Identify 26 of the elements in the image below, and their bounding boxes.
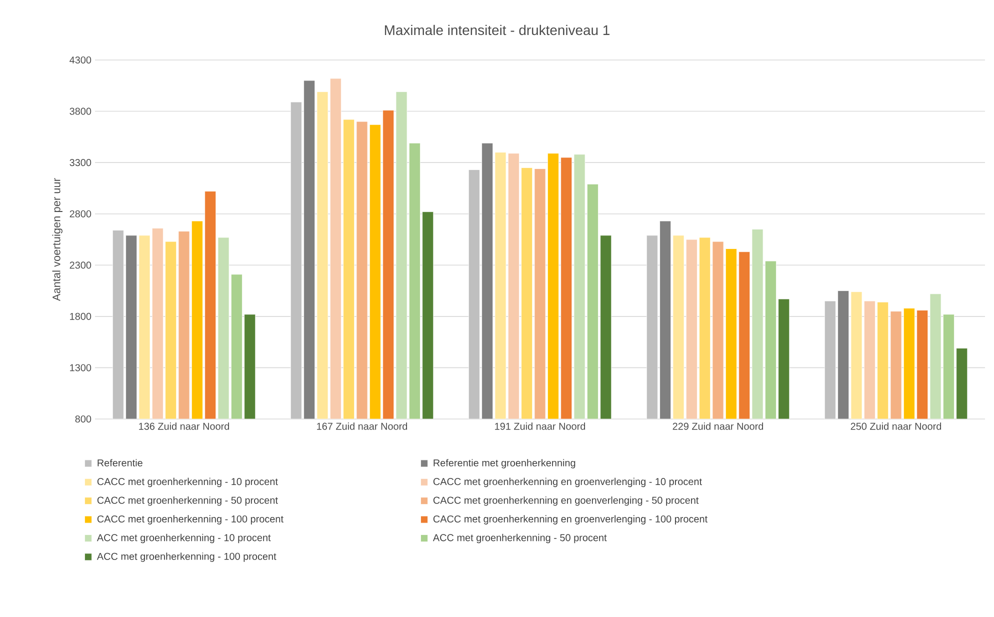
x-tick-label: 229 Zuid naar Noord <box>672 422 764 430</box>
legend-label: ACC met groenherkenning - 100 procent <box>96 552 276 562</box>
legend-label: CACC met groenherkenning - 100 procent <box>97 515 284 524</box>
y-tick-label: 800 <box>75 415 92 423</box>
legend-label: Referentie <box>98 459 142 466</box>
chart-title: Maximale intensiteit - drukteniveau 1 <box>384 24 610 36</box>
y-tick-label: 4300 <box>70 56 92 64</box>
y-tick-label: 3800 <box>70 108 92 115</box>
y-tick-label: 1800 <box>70 312 92 320</box>
y-tick-label: 2300 <box>70 262 92 269</box>
x-tick-label: 191 Zuid naar Noord <box>495 422 586 430</box>
legend-label: CACC met groenherkenning - 50 procent <box>97 496 278 506</box>
y-tick-label: 1300 <box>70 364 92 372</box>
legend-label: ACC met groenherkenning - 50 procent <box>432 534 607 544</box>
legend-label: CACC met groenherkenning - 10 procent <box>97 478 278 488</box>
y-axis-title: Aantal voertuigen per uur <box>52 178 62 302</box>
legend-label: CACC met groenherkenning en groenverlenging - 100 procent <box>433 515 708 524</box>
legend-label: CACC met groenherkenning en goenverlenging - 50 procent <box>433 496 699 506</box>
y-tick-label: 2800 <box>70 210 92 218</box>
legend-label: Referentie met groenherkenning <box>434 459 576 468</box>
legend-label: ACC met groenherkenning - 10 procent <box>96 534 271 544</box>
y-tick-label: 3300 <box>70 159 92 166</box>
x-tick-label: 250 Zuid naar Noord <box>850 422 942 430</box>
legend-label: CACC met groenherkenning en groenverlenging - 10 procent <box>433 478 702 488</box>
x-tick-label: 167 Zuid naar Noord <box>317 422 408 430</box>
x-tick-label: 136 Zuid naar Noord <box>139 422 230 430</box>
